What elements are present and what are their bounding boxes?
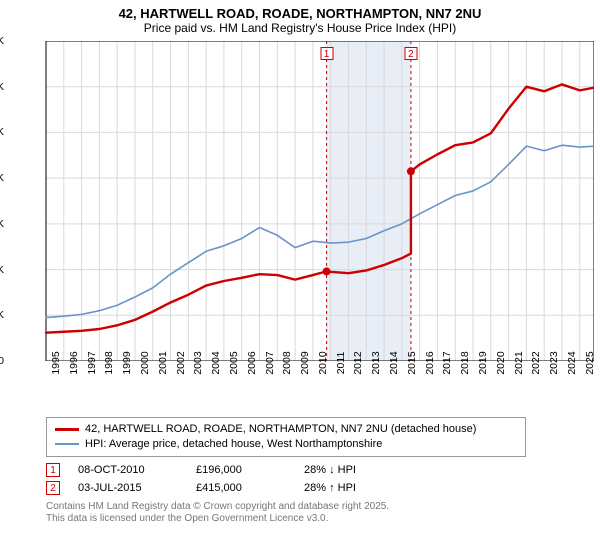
x-axis-label: 2011 — [331, 352, 347, 375]
x-axis-label: 2014 — [384, 351, 400, 374]
footer: Contains HM Land Registry data © Crown c… — [46, 501, 594, 526]
y-axis-label: £300K — [0, 218, 6, 230]
page-subtitle: Price paid vs. HM Land Registry's House … — [6, 21, 594, 35]
footer-line-2: This data is licensed under the Open Gov… — [46, 513, 594, 526]
x-axis-label: 1998 — [99, 351, 115, 374]
y-axis-label: £100K — [0, 309, 6, 321]
x-axis-label: 2018 — [455, 351, 471, 374]
line-chart — [6, 41, 594, 361]
legend-swatch-price — [55, 428, 79, 431]
x-axis-label: 2004 — [206, 351, 222, 374]
x-axis-label: 2015 — [402, 351, 418, 374]
event-date: 03-JUL-2015 — [78, 482, 178, 494]
legend-swatch-hpi — [55, 443, 79, 445]
y-axis-label: £200K — [0, 264, 6, 276]
event-price: £415,000 — [196, 482, 286, 494]
events-table: 1 08-OCT-2010 £196,000 28% ↓ HPI 2 03-JUL-201… — [46, 461, 594, 497]
x-axis-label: 2023 — [544, 351, 560, 374]
x-axis-label: 2009 — [295, 351, 311, 374]
y-axis-label: £500K — [0, 126, 6, 138]
x-axis-label: 2016 — [420, 351, 436, 374]
x-axis-label: 1999 — [117, 351, 133, 374]
chart-event-marker: 1 — [320, 47, 333, 60]
chart-container: £0£100K£200K£300K£400K£500K£600K£700K199… — [6, 41, 594, 411]
legend-label-hpi: HPI: Average price, detached house, West… — [85, 437, 382, 452]
x-axis-label: 2002 — [171, 351, 187, 374]
x-axis-label: 2005 — [224, 351, 240, 374]
event-marker: 1 — [46, 463, 60, 477]
footer-line-1: Contains HM Land Registry data © Crown c… — [46, 501, 594, 514]
x-axis-label: 2022 — [526, 351, 542, 374]
x-axis-label: 2000 — [135, 351, 151, 374]
x-axis-label: 2007 — [260, 351, 276, 374]
chart-event-marker: 2 — [404, 47, 417, 60]
x-axis-label: 2006 — [242, 351, 258, 374]
page-title: 42, HARTWELL ROAD, ROADE, NORTHAMPTON, N… — [6, 6, 594, 21]
x-axis-label: 2012 — [348, 351, 364, 374]
event-price: £196,000 — [196, 464, 286, 476]
event-marker: 2 — [46, 481, 60, 495]
y-axis-label: £700K — [0, 35, 6, 47]
x-axis-label: 1996 — [64, 351, 80, 374]
x-axis-label: 2025 — [580, 351, 596, 374]
event-delta: 28% ↑ HPI — [304, 482, 356, 494]
x-axis-label: 2024 — [562, 351, 578, 374]
x-axis-label: 2003 — [188, 351, 204, 374]
x-axis-label: 2020 — [491, 351, 507, 374]
x-axis-label: 2008 — [277, 351, 293, 374]
x-axis-label: 2001 — [153, 351, 169, 374]
legend-label-price: 42, HARTWELL ROAD, ROADE, NORTHAMPTON, N… — [85, 422, 476, 437]
x-axis-label: 2017 — [437, 351, 453, 374]
y-axis-label: £600K — [0, 81, 6, 93]
event-delta: 28% ↓ HPI — [304, 464, 356, 476]
x-axis-label: 2021 — [509, 351, 525, 374]
y-axis-label: £400K — [0, 172, 6, 184]
x-axis-label: 1995 — [46, 351, 62, 374]
legend-row-1: 42, HARTWELL ROAD, ROADE, NORTHAMPTON, N… — [55, 422, 517, 437]
x-axis-label: 2013 — [366, 351, 382, 374]
x-axis-label: 1997 — [82, 351, 98, 374]
legend-row-2: HPI: Average price, detached house, West… — [55, 437, 517, 452]
x-axis-label: 2010 — [313, 351, 329, 374]
event-date: 08-OCT-2010 — [78, 464, 178, 476]
x-axis-label: 2019 — [473, 351, 489, 374]
event-row: 1 08-OCT-2010 £196,000 28% ↓ HPI — [46, 461, 594, 479]
legend: 42, HARTWELL ROAD, ROADE, NORTHAMPTON, N… — [46, 417, 526, 457]
event-row: 2 03-JUL-2015 £415,000 28% ↑ HPI — [46, 479, 594, 497]
y-axis-label: £0 — [0, 355, 6, 367]
